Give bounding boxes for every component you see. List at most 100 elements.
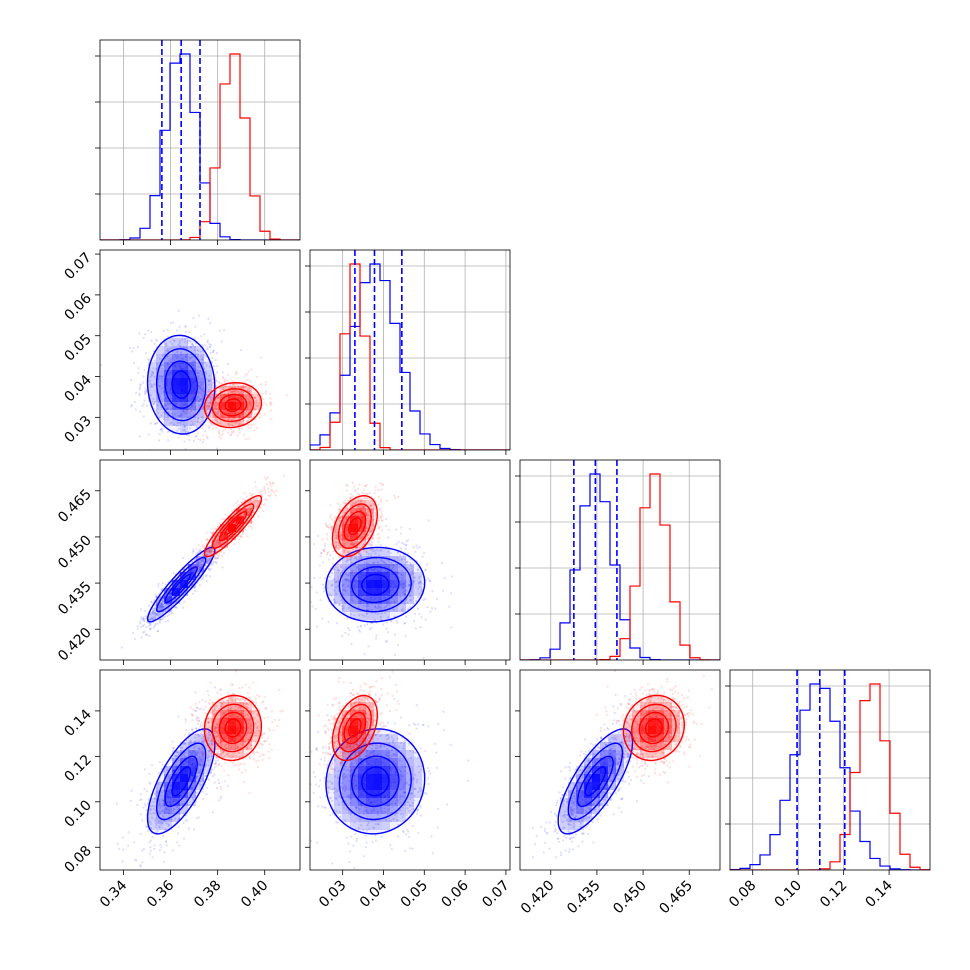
scatter-point <box>268 481 272 484</box>
scatter-point <box>248 508 252 512</box>
scatter-point <box>367 562 370 565</box>
scatter-point <box>317 534 320 537</box>
scatter-point <box>318 564 321 567</box>
scatter-point <box>361 491 364 494</box>
scatter-point <box>143 369 146 372</box>
scatter-point <box>192 565 195 569</box>
scatter-point <box>231 424 235 428</box>
scatter-point <box>250 508 253 511</box>
scatter-point <box>231 424 234 427</box>
blue-contour-line <box>155 556 207 613</box>
scatter-point <box>247 501 250 504</box>
scatter-point <box>282 474 286 477</box>
scatter-point <box>177 344 180 347</box>
scatter-point <box>152 612 155 615</box>
scatter-point <box>208 374 211 377</box>
scatter-point <box>201 559 204 562</box>
blue-contour-line <box>146 546 216 623</box>
scatter-point <box>203 568 206 571</box>
scatter-point <box>367 517 370 520</box>
scatter-point <box>202 555 205 558</box>
scatter-point <box>371 508 374 511</box>
scatter-point <box>220 550 223 554</box>
scatter-point <box>227 431 230 434</box>
density-cell <box>236 394 244 402</box>
scatter-point <box>197 816 200 819</box>
scatter-point <box>265 478 268 481</box>
scatter-point <box>368 541 371 544</box>
scatter-point <box>162 417 165 420</box>
scatter-point <box>204 575 208 578</box>
scatter-point <box>180 587 184 590</box>
scatter-point <box>195 560 198 563</box>
density-cell <box>156 604 164 612</box>
scatter-point <box>411 565 414 568</box>
density-cell <box>180 338 188 346</box>
scatter-point <box>391 563 395 567</box>
scatter-point <box>430 607 434 610</box>
scatter-point <box>221 518 224 521</box>
scatter-point <box>417 587 420 590</box>
scatter-point <box>242 433 246 436</box>
scatter-point <box>199 408 202 412</box>
scatter-point <box>351 481 354 484</box>
scatter-point <box>401 582 404 585</box>
scatter-point <box>403 593 406 596</box>
scatter-point <box>308 560 310 562</box>
scatter-point <box>178 421 182 424</box>
scatter-point <box>247 370 250 373</box>
scatter-point <box>370 608 373 612</box>
scatter-point <box>243 512 246 515</box>
density-cell <box>164 596 172 604</box>
scatter-point <box>401 558 404 561</box>
scatter-point <box>263 503 266 506</box>
scatter-point <box>247 402 250 406</box>
scatter-point <box>188 331 191 334</box>
scatter-point <box>192 392 195 395</box>
scatter-point <box>264 498 267 501</box>
scatter-point <box>408 583 411 587</box>
scatter-point <box>209 550 212 553</box>
scatter-point <box>413 576 416 579</box>
scatter-point <box>207 473 209 475</box>
scatter-point <box>339 595 342 599</box>
scatter-point <box>251 526 254 530</box>
scatter-point <box>412 580 415 583</box>
scatter-point <box>153 422 157 426</box>
scatter-point <box>196 419 199 422</box>
scatter-point <box>140 636 143 639</box>
scatter-point <box>334 531 337 534</box>
scatter-point <box>354 603 357 606</box>
density-cell <box>390 588 398 596</box>
scatter-point <box>184 330 188 334</box>
scatter-point <box>209 345 212 349</box>
scatter-point <box>157 439 161 442</box>
scatter-point <box>188 427 191 430</box>
scatter-point <box>190 420 193 423</box>
scatter-point <box>247 510 250 514</box>
scatter-point <box>201 394 204 397</box>
scatter-point <box>160 611 164 614</box>
scatter-point <box>340 564 343 567</box>
red-histogram-series <box>100 53 300 240</box>
scatter-point <box>349 544 352 547</box>
scatter-point <box>128 346 132 349</box>
scatter-point <box>378 519 381 522</box>
scatter-point <box>349 493 352 496</box>
scatter-point <box>242 386 245 389</box>
scatter-point <box>226 784 229 787</box>
scatter-point <box>253 423 256 426</box>
scatter-point <box>342 549 346 552</box>
scatter-point <box>330 518 334 521</box>
density-cell <box>188 370 196 378</box>
scatter-point <box>371 541 374 544</box>
scatter-point <box>197 417 200 420</box>
scatter-point <box>164 610 167 613</box>
density-cell <box>334 580 342 588</box>
scatter-point <box>157 615 160 618</box>
scatter-point <box>205 562 209 565</box>
scatter-point <box>189 345 193 348</box>
scatter-point <box>197 416 200 420</box>
scatter-point <box>221 385 224 389</box>
density-cell <box>220 532 228 540</box>
